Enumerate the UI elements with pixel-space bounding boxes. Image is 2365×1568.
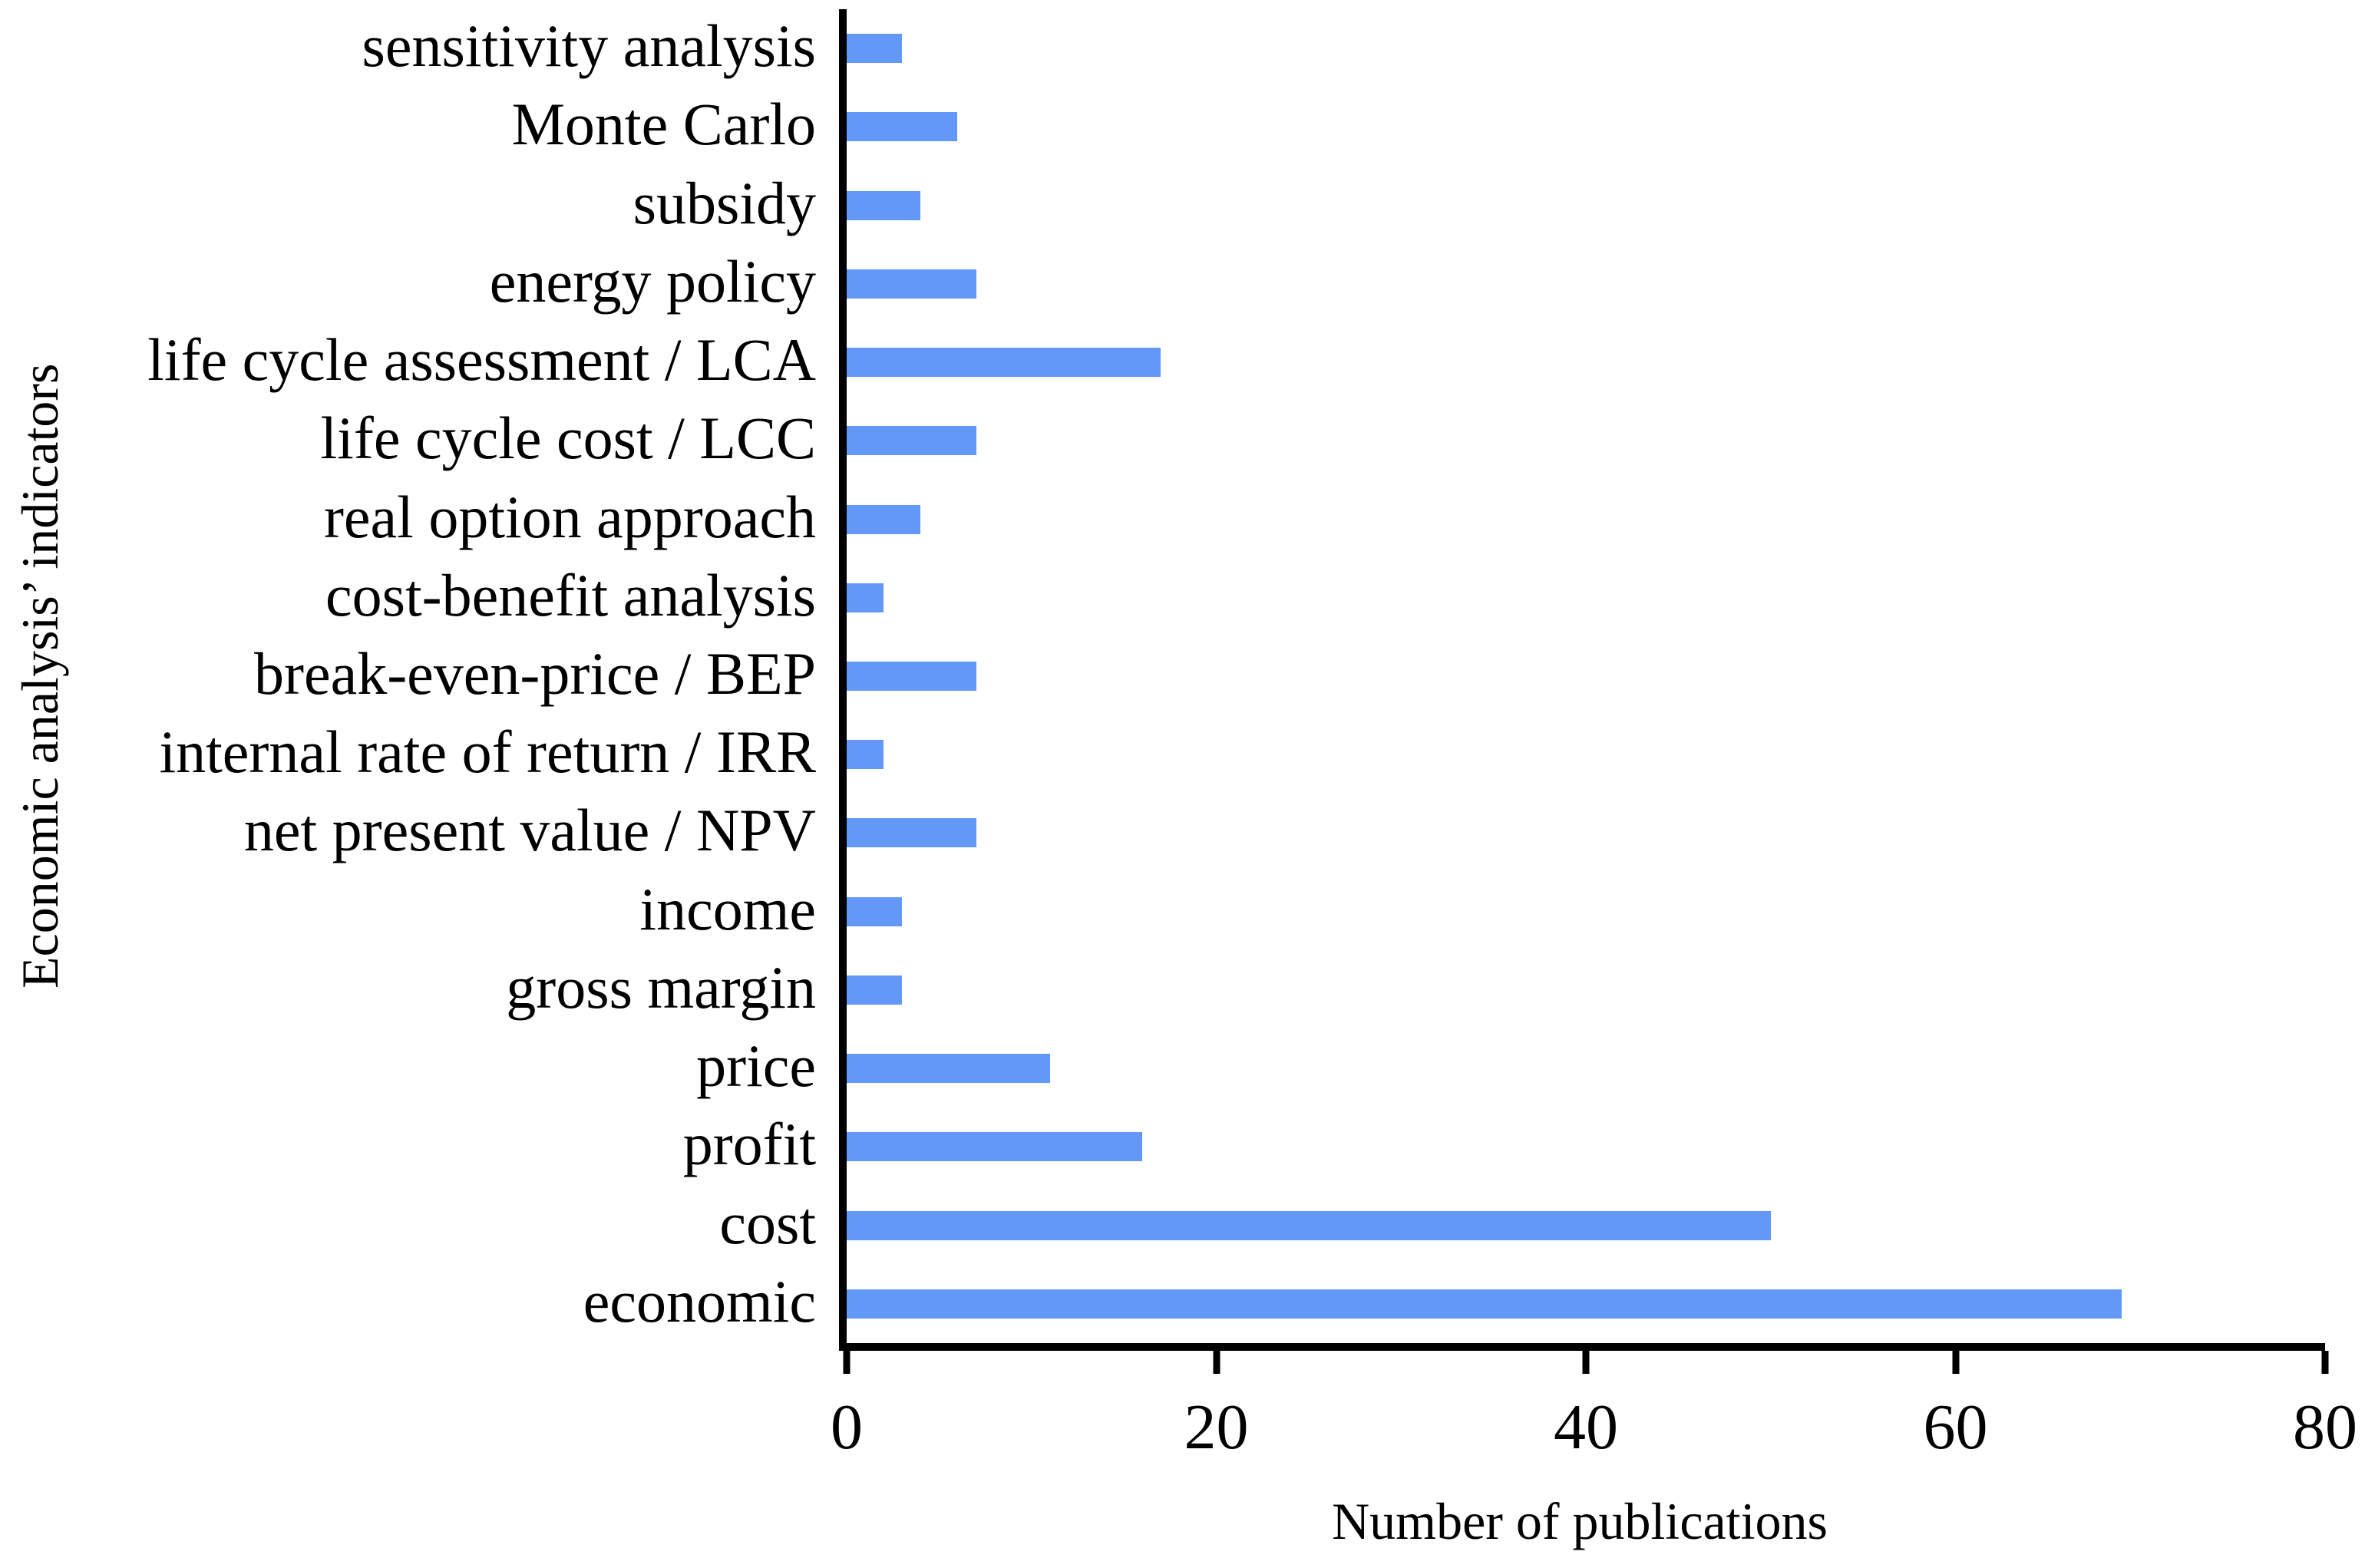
x-tick-label: 80 (2293, 1391, 2357, 1463)
bar (847, 975, 903, 1005)
bar (847, 1054, 1050, 1084)
bar-row: cost-benefit analysis (325, 559, 2325, 637)
bar-row: net present value / NPV (244, 794, 2325, 872)
bar (847, 661, 976, 691)
x-tick-label: 0 (831, 1391, 863, 1463)
bar-row: income (639, 873, 2325, 951)
bar-row: price (696, 1029, 2325, 1108)
category-label: cost (719, 1189, 816, 1256)
category-label: income (639, 875, 816, 942)
bar-row: cost (719, 1187, 2325, 1265)
bar-row: economic (583, 1265, 2325, 1343)
bar (847, 269, 976, 299)
bar-rows-container: sensitivity analysis Monte Carlo subsidy en… (147, 9, 2325, 1343)
bar-row: Monte Carlo (512, 87, 2325, 166)
x-tick-label: 40 (1554, 1391, 1618, 1463)
bar (847, 1132, 1143, 1162)
category-label: economic (583, 1267, 816, 1335)
x-axis-title: Number of publications (1332, 1492, 1828, 1550)
bar (847, 1289, 2122, 1319)
x-tick-mark (1213, 1351, 1220, 1374)
category-label: break-even-price / BEP (253, 639, 816, 707)
category-label: internal rate of return / IRR (159, 718, 816, 786)
category-label: subsidy (633, 169, 816, 236)
x-tick-mark (843, 1351, 851, 1374)
category-label: life cycle cost / LCC (320, 404, 816, 472)
bar (847, 34, 903, 64)
bar (847, 348, 1161, 378)
category-label: sensitivity analysis (362, 12, 816, 79)
category-label: life cycle assessment / LCA (147, 325, 816, 393)
plot-area: sensitivity analysis Monte Carlo subsidy en… (147, 9, 2357, 1460)
category-label: gross margin (506, 953, 816, 1021)
bar-row: sensitivity analysis (362, 9, 2325, 87)
bar (847, 112, 958, 142)
bar-row: subsidy (633, 166, 2325, 244)
category-label: net present value / NPV (243, 797, 816, 864)
category-label: energy policy (489, 247, 816, 315)
bar-row: life cycle assessment / LCA (147, 323, 2325, 401)
bar (847, 896, 903, 926)
bar (847, 583, 884, 612)
bar-row: real option approach (324, 480, 2325, 558)
y-axis-title: Economic analysis’ indicators (11, 363, 69, 989)
bar (847, 740, 884, 770)
bar (847, 504, 921, 534)
category-label: cost-benefit analysis (325, 561, 816, 629)
category-label: profit (682, 1111, 816, 1178)
category-label: Monte Carlo (511, 91, 816, 158)
bar (847, 190, 921, 220)
x-tick-label: 20 (1184, 1391, 1249, 1463)
bar-row: profit (683, 1108, 2325, 1186)
bar-row: life cycle cost / LCC (321, 401, 2325, 480)
bar-row: internal rate of return / IRR (159, 715, 2325, 794)
bar (847, 426, 976, 456)
category-label: real option approach (323, 483, 816, 550)
bar-row: gross margin (506, 951, 2325, 1029)
bar-row: energy policy (490, 245, 2325, 323)
category-label: price (696, 1032, 816, 1100)
x-tick-label: 60 (1923, 1391, 1988, 1463)
x-tick-mark (2321, 1351, 2329, 1374)
bar (847, 818, 976, 848)
x-tick-mark (1582, 1351, 1590, 1374)
bar (847, 1210, 1771, 1240)
bar-row: break-even-price / BEP (254, 637, 2325, 715)
x-tick-mark (1952, 1351, 1959, 1374)
